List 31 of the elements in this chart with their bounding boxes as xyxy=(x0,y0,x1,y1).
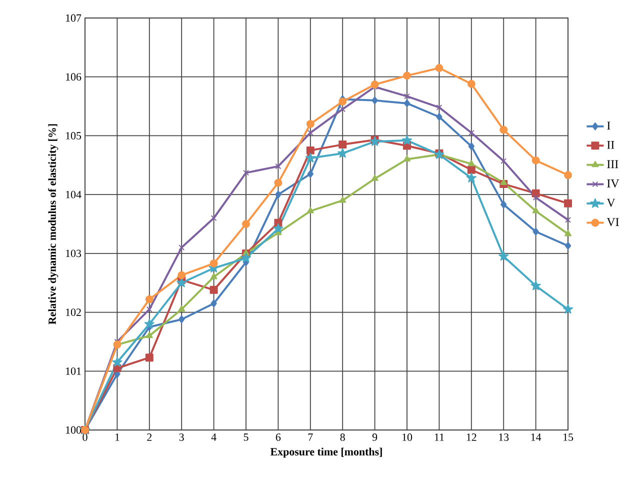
x-tick-label: 2 xyxy=(147,434,152,441)
legend-label: V xyxy=(606,198,616,207)
y-tick-label: 103 xyxy=(66,250,82,258)
x-tick-label: 9 xyxy=(372,434,378,441)
x-tick-label: 14 xyxy=(531,434,542,441)
x-tick-label: 8 xyxy=(340,434,345,441)
x-tick-label: 12 xyxy=(466,434,476,441)
legend-label: VI xyxy=(606,218,619,226)
legend-label: III xyxy=(607,160,618,168)
x-tick-label: 6 xyxy=(276,434,281,441)
y-tick-label: 106 xyxy=(66,73,82,81)
legend-label: IV xyxy=(607,180,620,188)
x-tick-label: 1 xyxy=(115,434,120,441)
y-tick-label: 105 xyxy=(66,132,82,140)
x-tick-label: 7 xyxy=(308,434,313,441)
legend-label: I xyxy=(607,122,610,130)
y-tick-label: 107 xyxy=(66,14,82,22)
y-tick-label: 101 xyxy=(66,367,81,375)
x-tick-label: 4 xyxy=(211,434,216,441)
y-tick-label: 100 xyxy=(66,426,82,434)
x-tick-label: 10 xyxy=(402,434,412,441)
x-tick-label: 3 xyxy=(179,434,184,441)
y-axis-title: Relative dynamic modulus of elasticity [%] xyxy=(48,124,58,324)
x-tick-label: 13 xyxy=(499,434,509,441)
x-axis-title: Exposure time [months] xyxy=(270,448,382,458)
legend-label: II xyxy=(607,140,614,149)
x-tick-label: 11 xyxy=(434,434,444,441)
x-tick-label: 15 xyxy=(563,434,574,441)
y-tick-label: 102 xyxy=(66,308,81,316)
y-tick-label: 104 xyxy=(66,190,82,198)
x-tick-label: 5 xyxy=(244,434,248,441)
